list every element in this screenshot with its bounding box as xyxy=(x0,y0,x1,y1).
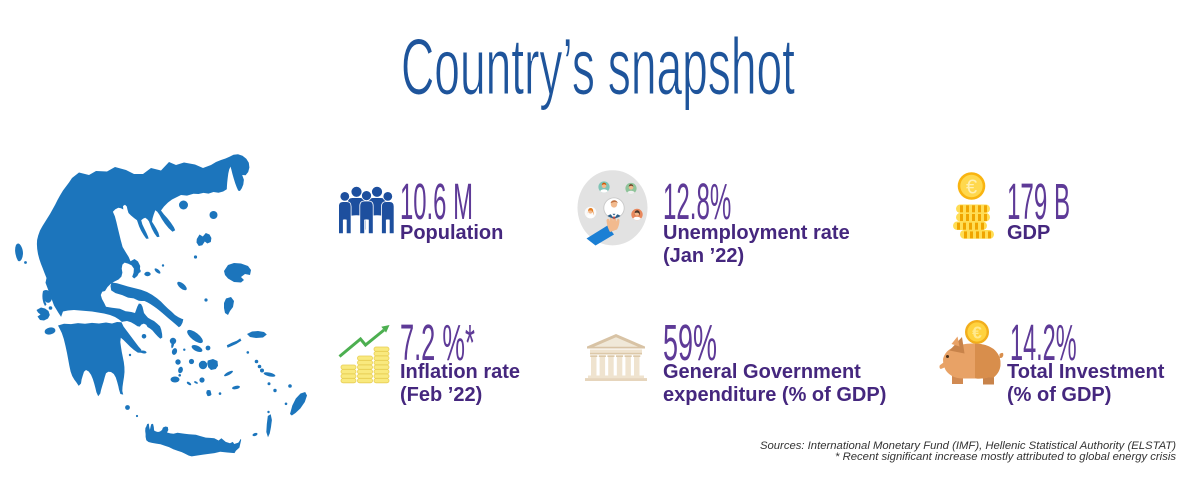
svg-text:€: € xyxy=(972,323,982,343)
svg-text:€: € xyxy=(966,177,977,199)
